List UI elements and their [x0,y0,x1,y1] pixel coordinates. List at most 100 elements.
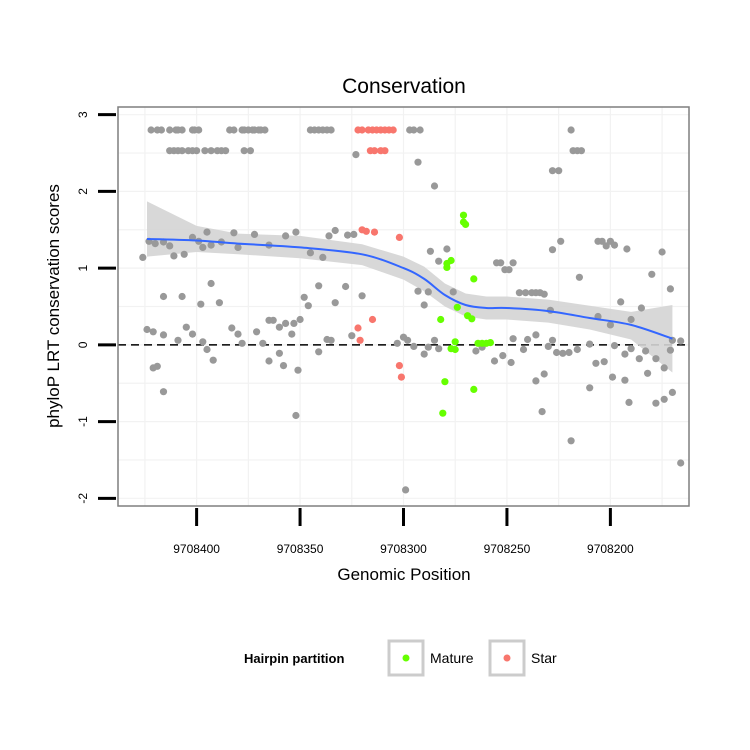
point-mature [459,211,468,219]
point-other [201,147,209,155]
point-other [524,335,532,344]
point-other [532,377,540,385]
point-other [207,279,215,288]
point-other [666,285,675,293]
point-other [207,241,215,249]
point-star [362,227,370,235]
point-other [143,325,151,334]
point-other [424,343,432,351]
point-other [430,182,439,190]
legend-dot-mature [402,654,410,662]
point-other [644,369,652,377]
point-other [203,228,211,236]
legend: Hairpin partition Mature Star [244,639,557,677]
point-other [548,246,557,254]
point-other [507,358,515,367]
point-other [410,126,418,134]
point-other [344,231,352,239]
point-other [149,328,157,336]
point-other [149,364,157,372]
confidence-ribbon [147,201,673,373]
point-other [199,338,207,346]
point-other [215,299,223,307]
point-other [443,245,451,253]
point-other [331,299,339,307]
point-other [608,373,617,381]
point-other [151,240,159,248]
point-other [660,395,668,403]
point-other [182,323,190,331]
point-other [548,167,557,175]
data-points [139,126,685,494]
point-other [627,315,635,324]
point-other [497,259,505,267]
point-other [288,330,296,338]
point-other [315,282,323,290]
point-other [178,126,186,134]
y-tick-label: 3 [76,111,90,118]
point-other [637,304,646,312]
legend-label-mature: Mature [430,650,474,666]
point-other [404,336,412,344]
x-tick-label: 9708250 [484,542,531,556]
point-other [188,330,197,338]
point-other [282,232,290,240]
point-other [240,147,248,155]
point-mature [468,315,476,323]
point-other [627,345,635,353]
point-other [610,342,619,350]
point-other [652,355,660,363]
point-other [166,242,174,250]
x-tick-label: 9708300 [380,542,427,556]
point-other [668,388,677,396]
point-other [414,287,422,295]
point-other [490,357,499,365]
point-other [203,345,211,354]
point-other [304,302,312,310]
point-other [424,288,432,296]
point-other [228,324,236,332]
smooth-line [146,238,673,340]
point-mature [451,345,459,354]
point-other [279,362,288,370]
point-other [586,340,594,348]
point-star [370,228,379,236]
point-other [269,316,277,324]
point-other [250,230,259,238]
point-other [610,241,619,249]
point-other [352,151,360,159]
y-axis-title: phyloP LRT conservation scores [44,184,63,428]
point-mature [462,220,470,228]
point-other [209,356,217,364]
panel-border [117,106,690,507]
y-tick-label: 0 [76,341,90,348]
point-other [426,247,434,255]
point-other [416,126,424,134]
point-other [540,290,548,298]
point-other [666,346,675,354]
point-other [472,347,480,355]
point-other [540,370,548,378]
point-other [435,345,443,353]
point-mature [470,385,478,393]
point-other [499,352,507,360]
x-tick-label: 9708200 [587,542,634,556]
point-other [246,147,254,155]
point-other [555,167,563,175]
point-mature [486,339,494,347]
point-other [606,321,615,329]
point-other [567,126,575,134]
point-other [575,273,584,281]
point-other [331,226,339,235]
point-other [159,292,168,301]
point-mature [439,409,447,417]
point-other [166,126,174,134]
point-other [147,126,155,134]
point-other [282,319,290,327]
point-other [602,242,610,250]
point-other [290,319,298,327]
point-other [259,339,267,347]
point-other [621,376,629,384]
point-other [319,253,327,261]
point-other [222,147,230,155]
